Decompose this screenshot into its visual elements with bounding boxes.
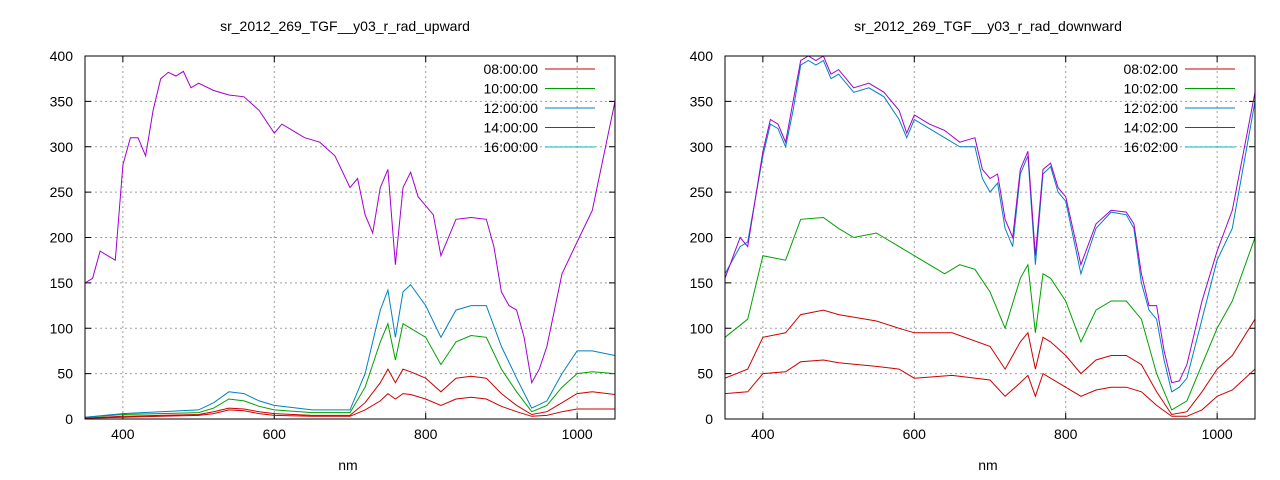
legend-label: 16:02:00 [1124,139,1179,155]
x-tick-label: 800 [414,426,438,442]
x-axis-label: nm [978,457,997,473]
x-tick-label: 600 [903,426,927,442]
x-tick-label: 1000 [562,426,593,442]
legend-label: 14:02:00 [1124,120,1179,136]
x-tick-label: 800 [1054,426,1078,442]
series-line [725,309,1255,416]
legend-label: 08:00:00 [484,61,539,77]
legend-label: 10:00:00 [484,81,539,97]
y-tick-label: 100 [690,320,714,336]
legend-label: 10:02:00 [1124,81,1179,97]
series-line [85,392,615,419]
chart-downward: sr_2012_269_TGF__y03_r_rad_downward nm 4… [690,18,1256,473]
y-tick-label: 50 [57,366,73,382]
y-tick-label: 300 [50,139,74,155]
plot-frame [724,55,1256,420]
series-line [725,359,1255,417]
series-line [725,56,1255,384]
series-line [725,59,1255,393]
x-tick-label: 600 [263,426,287,442]
x-tick-label: 1000 [1202,426,1233,442]
x-tick-label: 400 [111,426,135,442]
legend-label: 14:00:00 [484,120,539,136]
y-tick-label: 400 [50,48,74,64]
legend-label: 08:02:00 [1124,61,1179,77]
y-tick-label: 0 [705,411,713,427]
y-tick-label: 250 [50,184,74,200]
series-line [85,70,615,385]
plot-frame [84,55,616,420]
legend-label: 12:02:00 [1124,100,1179,116]
y-tick-label: 50 [697,366,713,382]
y-tick-label: 350 [50,93,74,109]
legend-label: 12:00:00 [484,100,539,116]
chart-title: sr_2012_269_TGF__y03_r_rad_upward [220,18,470,34]
y-tick-label: 100 [50,320,74,336]
series-line [85,322,615,418]
y-tick-label: 400 [690,48,714,64]
y-tick-label: 300 [690,139,714,155]
series-line [725,216,1255,411]
chart-upward: sr_2012_269_TGF__y03_r_rad_upward nm 400… [50,18,616,473]
y-tick-label: 150 [690,275,714,291]
y-tick-label: 350 [690,93,714,109]
series-line [85,368,615,419]
y-tick-label: 150 [50,275,74,291]
x-tick-label: 400 [751,426,775,442]
y-tick-label: 0 [65,411,73,427]
x-axis-label: nm [338,457,357,473]
y-tick-label: 200 [50,230,74,246]
series-group [85,70,615,419]
y-tick-label: 250 [690,184,714,200]
series-group [725,56,1255,417]
series-line [85,283,615,418]
y-tick-label: 200 [690,230,714,246]
chart-title: sr_2012_269_TGF__y03_r_rad_downward [854,18,1122,34]
legend-label: 16:00:00 [484,139,539,155]
